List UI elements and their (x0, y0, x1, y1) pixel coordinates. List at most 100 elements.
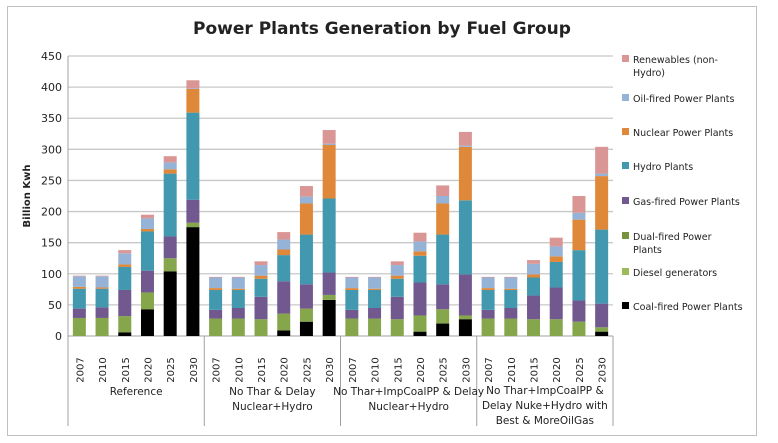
bar-segment (504, 277, 518, 289)
legend-label: Oil-fired Power Plants (633, 94, 734, 105)
bar-segment (504, 289, 518, 308)
legend-label: Renewables (non- (633, 55, 718, 66)
bar-segment (95, 288, 109, 308)
bar-segment (231, 318, 245, 336)
bar-segment (595, 176, 609, 230)
bar-segment (413, 282, 427, 316)
bar-segment (140, 270, 154, 293)
x-tick-label: 2030 (598, 357, 609, 382)
bar-segment (549, 287, 563, 320)
bar-segment (345, 276, 359, 278)
bar-segment (95, 317, 109, 336)
bar-segment (277, 249, 291, 256)
bar-segment (595, 173, 609, 177)
bar-segment (322, 144, 336, 199)
bar-segment (527, 295, 541, 320)
group-label: Best & MoreOilGas (496, 415, 594, 427)
bar-segment (481, 288, 495, 290)
legend-swatch (622, 94, 629, 101)
bar-segment (504, 318, 518, 336)
bar-segment (458, 146, 472, 201)
bar-segment (345, 288, 359, 290)
bar-segment (527, 274, 541, 278)
legend-swatch (622, 55, 629, 62)
x-tick-label: 2010 (98, 357, 109, 382)
legend-label: Plants (633, 245, 662, 256)
bar-segment (595, 229, 609, 304)
bar-segment (299, 196, 313, 204)
bar-segment (72, 275, 86, 277)
y-axis-label: Billion Kwh (22, 165, 33, 228)
bar-segment (481, 309, 495, 319)
bar-segment (595, 303, 609, 328)
bar-segment (322, 272, 336, 295)
x-tick-label: 2030 (189, 357, 200, 382)
bar-segment (231, 277, 245, 289)
bar-segment (595, 146, 609, 174)
bar-segment (72, 288, 86, 309)
group-label: No Thar & Delay (229, 386, 315, 398)
y-tick-label: 150 (41, 237, 62, 250)
bar-segment (118, 316, 132, 333)
bar-segment (163, 169, 177, 174)
x-tick-label: 2010 (234, 357, 245, 382)
bar-segment (368, 288, 382, 290)
bar-segment (163, 271, 177, 336)
bar-segment (345, 277, 359, 289)
bar-segment (527, 260, 541, 264)
bar-segment (572, 219, 586, 251)
y-tick-label: 300 (41, 143, 62, 156)
y-tick-label: 450 (41, 50, 62, 63)
bar-segment (413, 241, 427, 252)
bar-segment (458, 145, 472, 147)
x-tick-label: 2010 (507, 357, 518, 382)
bar-segment (458, 274, 472, 316)
bar-segment (277, 281, 291, 314)
bar-segment (413, 251, 427, 256)
bar-segment (572, 196, 586, 213)
legend-swatch (622, 232, 629, 239)
bar-segment (322, 294, 336, 300)
x-tick-label: 2007 (348, 357, 359, 382)
bar-segment (436, 185, 450, 196)
bar-segment (163, 173, 177, 237)
bar-segment (322, 143, 336, 145)
bar-segment (390, 265, 404, 276)
bar-segment (504, 288, 518, 290)
y-tick-label: 400 (41, 81, 62, 94)
bar-segment (163, 156, 177, 163)
legend-label: Dual-fired Power (633, 232, 712, 243)
bar-segment (163, 162, 177, 170)
bar-segment (254, 319, 268, 336)
bar-segment (299, 308, 313, 322)
bar-segment (231, 308, 245, 319)
bar-segment (368, 289, 382, 308)
x-tick-label: 2020 (552, 357, 563, 382)
bar-segment (186, 112, 200, 200)
x-tick-label: 2030 (461, 357, 472, 382)
legend-swatch (622, 128, 629, 135)
bar-segment (527, 319, 541, 336)
group-label: Nuclear+Hydro (368, 401, 449, 413)
y-tick-label: 350 (41, 112, 62, 125)
bar-segment (254, 265, 268, 276)
bar-segment (118, 266, 132, 290)
bar-segment (95, 276, 109, 288)
bar-segment (572, 250, 586, 301)
bar-segment (277, 232, 291, 240)
bar-segment (481, 318, 495, 336)
x-tick-label: 2007 (75, 357, 86, 382)
y-tick-label: 250 (41, 174, 62, 187)
legend-swatch (622, 162, 629, 169)
x-tick-label: 2015 (393, 357, 404, 382)
bar-segment (95, 287, 109, 289)
bar-segment (527, 263, 541, 275)
bar-segment (186, 80, 200, 89)
bar-segment (322, 130, 336, 144)
bar-segment (118, 253, 132, 265)
bar-segment (481, 276, 495, 278)
bar-segment (436, 234, 450, 285)
bar-segment (413, 232, 427, 242)
bar-segment (504, 308, 518, 319)
bar-segment (140, 228, 154, 232)
